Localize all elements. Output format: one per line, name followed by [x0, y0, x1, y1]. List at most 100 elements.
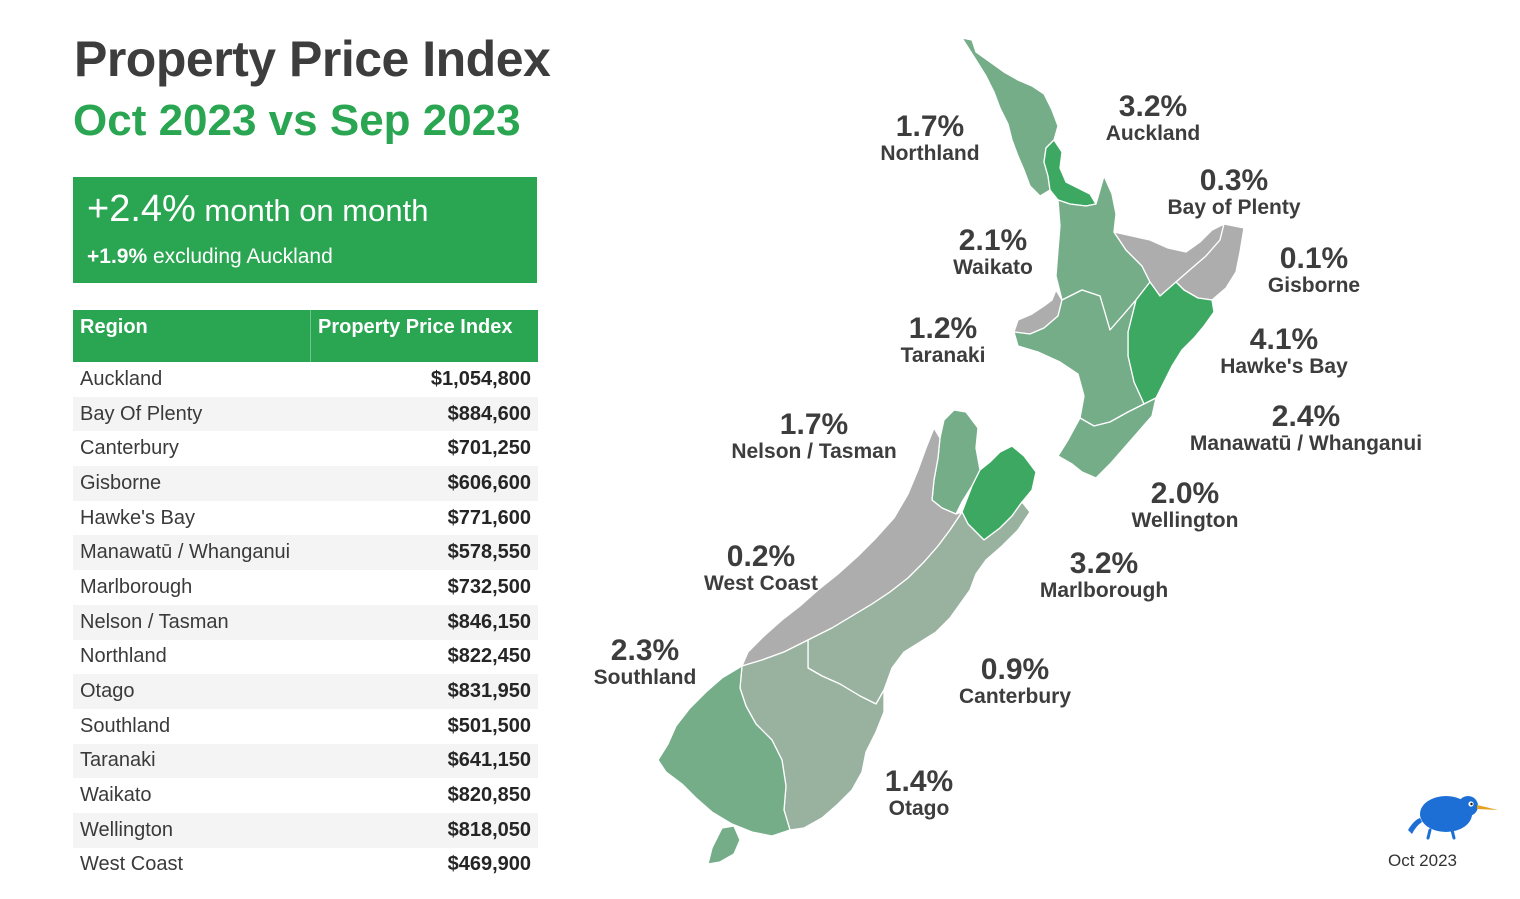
map-label-name: Hawke's Bay [1220, 355, 1348, 378]
price-index-table: Region Property Price Index Auckland $1,0… [73, 310, 538, 882]
footer-date: Oct 2023 [1388, 851, 1457, 870]
region-auckland [1043, 139, 1097, 207]
region-cell: Bay Of Plenty [73, 396, 311, 432]
price-index-cell: $818,050 [310, 812, 538, 848]
table-row: Taranaki $641,150 [73, 743, 538, 779]
region-cell: Southland [80, 714, 171, 737]
region-cell: Wellington [73, 812, 311, 848]
price-index-cell: $884,600 [310, 396, 538, 432]
map-label-west-coast: 0.2% West Coast [704, 542, 818, 596]
map-label-hawkes-bay: 4.1% Hawke's Bay [1220, 325, 1348, 379]
map-label-southland: 2.3% Southland [594, 636, 697, 690]
map-label-auckland: 3.2% Auckland [1106, 92, 1201, 146]
map-label-name: Marlborough [1039, 579, 1169, 602]
table-row: Hawke's Bay $771,600 [73, 501, 538, 536]
map-label-pct: 0.2% [726, 540, 796, 573]
table-row: Auckland $1,054,800 [73, 362, 538, 397]
region-cell: Marlborough [80, 575, 193, 598]
table-row: Southland $501,500 [73, 709, 538, 744]
map-label-name: Wellington [1131, 509, 1239, 532]
map-label-name: Manawatū / Whanganui [1189, 432, 1423, 455]
map-label-pct: 0.1% [1279, 242, 1349, 275]
region-southland [657, 665, 791, 837]
headline-change-suffix: month on month [195, 193, 429, 228]
price-index-cell: $846,150 [310, 604, 538, 640]
table-row: Otago $831,950 [73, 674, 538, 709]
map-label-name: Bay of Plenty [1167, 196, 1301, 219]
region-cell: Auckland [80, 367, 163, 390]
page-title: Property Price Index [74, 31, 551, 87]
table-row: Northland $822,450 [73, 640, 538, 675]
table-row: West Coast $469,900 [73, 848, 538, 883]
price-index-cell: $831,950 [310, 674, 538, 709]
map-label-gisborne: 0.1% Gisborne [1268, 244, 1360, 298]
map-label-canterbury: 0.9% Canterbury [959, 655, 1071, 709]
map-label-pct: 2.4% [1271, 400, 1341, 433]
price-index-cell: $822,450 [447, 645, 531, 668]
price-index-cell: $501,500 [447, 714, 531, 737]
map-label-name: Taranaki [900, 344, 986, 367]
map-label-name: Southland [593, 666, 697, 689]
region-wellington [1057, 397, 1157, 479]
price-index-cell: $578,550 [310, 535, 538, 571]
header-region: Region [73, 310, 311, 362]
price-index-cell: $641,150 [310, 743, 538, 779]
table-row: Gisborne $606,600 [73, 466, 538, 501]
price-index-cell: $606,600 [310, 466, 538, 501]
map-label-pct: 1.2% [908, 312, 978, 345]
table-row: Marlborough $732,500 [73, 570, 538, 605]
map-label-waikato: 2.1% Waikato [953, 226, 1033, 280]
map-label-pct: 2.0% [1150, 477, 1220, 510]
region-cell: Taranaki [73, 743, 311, 779]
region-cell: West Coast [80, 853, 183, 876]
region-cell: Otago [73, 674, 311, 709]
headline-box: +2.4% month on month +1.9% excluding Auc… [73, 177, 537, 283]
map-label-marlborough: 3.2% Marlborough [1040, 549, 1168, 603]
table-header-row: Region Property Price Index [73, 310, 538, 362]
price-index-cell: $820,850 [447, 784, 531, 807]
map-label-name: West Coast [704, 572, 818, 595]
map-label-manawatu-whanganui: 2.4% Manawatū / Whanganui [1190, 402, 1422, 456]
price-index-cell: $701,250 [447, 437, 531, 460]
headline-ex-change: +1.9% [87, 245, 148, 268]
map-label-name: Gisborne [1267, 274, 1361, 297]
headline-monthly: +2.4% month on month [87, 189, 523, 231]
map-label-name: Nelson / Tasman [731, 440, 897, 463]
region-cell: Nelson / Tasman [73, 604, 311, 640]
map-label-pct: 3.2% [1069, 547, 1139, 580]
map-label-name: Auckland [1105, 122, 1201, 145]
region-cell: Manawatū / Whanganui [73, 535, 311, 571]
headline-ex-auckland: +1.9% excluding Auckland [87, 245, 523, 269]
region-cell: Canterbury [80, 437, 179, 460]
page-subtitle: Oct 2023 vs Sep 2023 [73, 96, 521, 145]
table-row: Waikato $820,850 [73, 778, 538, 813]
table-row: Bay Of Plenty $884,600 [73, 396, 538, 432]
map-label-name: Canterbury [958, 685, 1072, 708]
map-label-pct: 1.4% [884, 765, 954, 798]
region-manawatu-whanganui [1013, 289, 1145, 427]
map-label-taranaki: 1.2% Taranaki [901, 314, 986, 368]
price-index-cell: $732,500 [447, 575, 531, 598]
region-canterbury [807, 501, 1031, 705]
map-label-pct: 3.2% [1118, 90, 1188, 123]
region-cell: Hawke's Bay [80, 506, 195, 529]
table-row: Nelson / Tasman $846,150 [73, 604, 538, 640]
map-label-name: Waikato [953, 256, 1033, 279]
map-label-name: Otago [888, 797, 950, 820]
map-label-pct: 2.3% [610, 634, 680, 667]
region-stewart-island [707, 825, 741, 865]
map-label-pct: 1.7% [895, 110, 965, 143]
region-cell: Waikato [80, 784, 152, 807]
map-label-wellington: 2.0% Wellington [1132, 479, 1239, 533]
nz-map [657, 37, 1245, 865]
map-label-name: Northland [880, 142, 980, 165]
region-cell: Gisborne [73, 466, 311, 501]
map-label-nelson-tasman: 1.7% Nelson / Tasman [731, 410, 896, 464]
headline-ex-suffix: excluding Auckland [147, 245, 333, 268]
map-label-pct: 0.9% [980, 653, 1050, 686]
map-label-bay-of-plenty: 0.3% Bay of Plenty [1167, 166, 1300, 220]
map-label-pct: 0.3% [1199, 164, 1269, 197]
map-label-northland: 1.7% Northland [880, 112, 979, 166]
map-label-pct: 1.7% [779, 408, 849, 441]
header-price-index: Property Price Index [310, 310, 538, 362]
